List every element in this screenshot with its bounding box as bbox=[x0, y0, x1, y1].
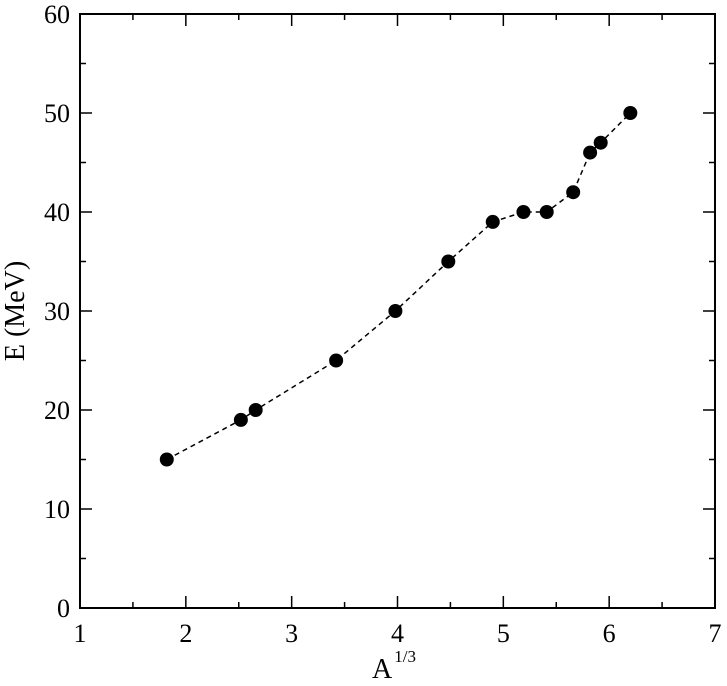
minor-ticks bbox=[80, 14, 715, 608]
data-point bbox=[566, 185, 581, 200]
data-point bbox=[233, 412, 248, 427]
series-line bbox=[166, 112, 631, 461]
x-tick-label: 2 bbox=[179, 619, 192, 648]
plot-area bbox=[79, 13, 716, 609]
data-point bbox=[485, 214, 500, 229]
y-tick-label: 40 bbox=[44, 198, 70, 227]
x-axis-label-base: A bbox=[372, 654, 393, 685]
y-tick-label: 50 bbox=[44, 99, 70, 128]
data-point bbox=[516, 205, 531, 219]
y-axis-label: E (MeV) bbox=[0, 261, 31, 361]
data-point bbox=[441, 254, 456, 269]
x-tick-label: 5 bbox=[497, 619, 510, 648]
data-point bbox=[388, 304, 403, 318]
data-point bbox=[583, 145, 598, 160]
x-tick-labels: 1 2 3 4 5 6 7 bbox=[74, 619, 722, 648]
x-axis-label: A 1/3 bbox=[372, 647, 416, 685]
major-ticks bbox=[80, 14, 715, 608]
x-tick-label: 1 bbox=[74, 619, 87, 648]
y-tick-labels: 0 10 20 30 40 50 60 bbox=[44, 0, 70, 623]
x-tick-label: 6 bbox=[603, 619, 616, 648]
y-tick-label: 30 bbox=[44, 297, 70, 326]
y-tick-label: 60 bbox=[44, 0, 70, 29]
y-tick-label: 0 bbox=[57, 594, 70, 623]
data-point bbox=[623, 106, 638, 120]
data-point bbox=[329, 353, 344, 368]
series-layer bbox=[159, 106, 638, 467]
x-axis-label-superscript: 1/3 bbox=[394, 647, 416, 666]
data-point bbox=[248, 403, 263, 417]
y-tick-label: 10 bbox=[44, 495, 70, 524]
y-tick-label: 20 bbox=[44, 396, 70, 425]
data-point bbox=[159, 452, 174, 467]
x-tick-label: 7 bbox=[709, 619, 722, 648]
data-point bbox=[539, 205, 554, 219]
data-point bbox=[593, 135, 608, 150]
x-tick-label: 4 bbox=[391, 619, 404, 648]
x-tick-label: 3 bbox=[285, 619, 298, 648]
